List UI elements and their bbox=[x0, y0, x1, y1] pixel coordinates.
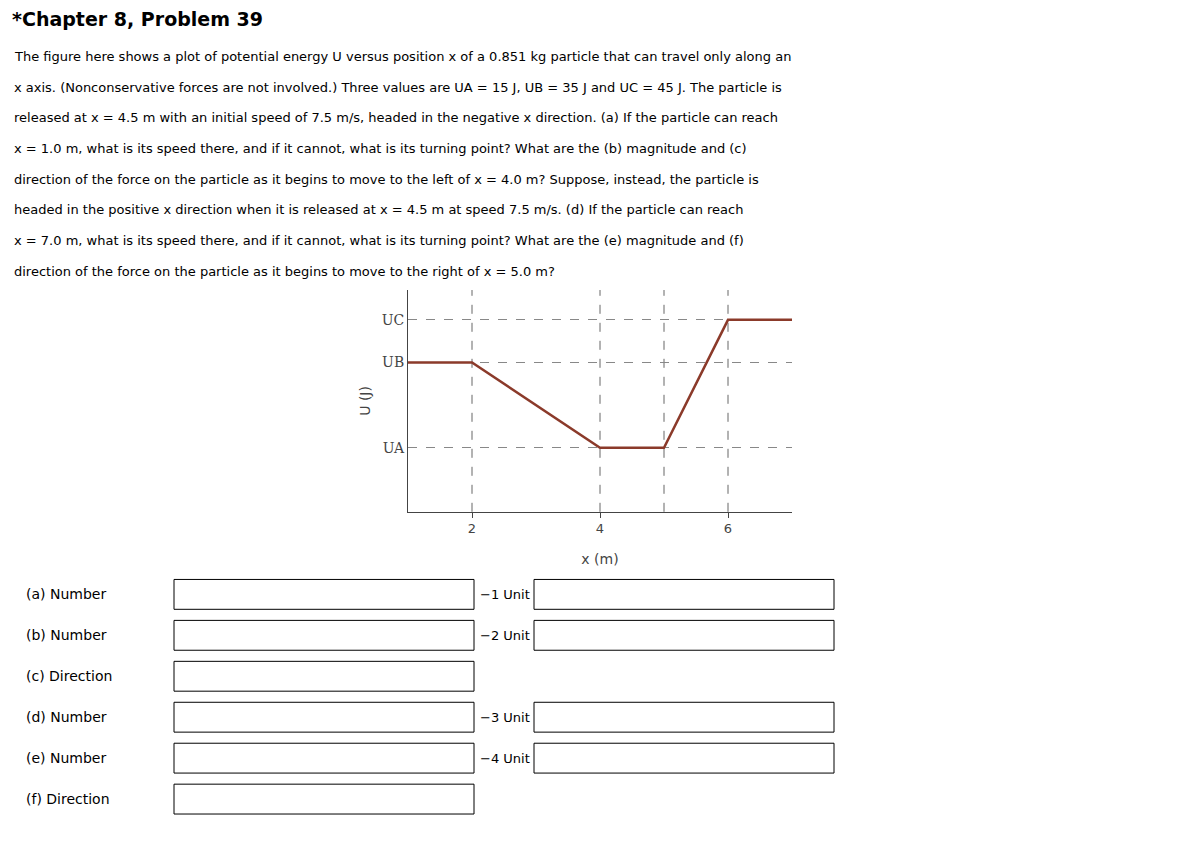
svg-text:UC: UC bbox=[382, 312, 405, 328]
svg-text:x = 7.0 m, what is its speed t: x = 7.0 m, what is its speed there, and … bbox=[14, 233, 744, 248]
svg-text:4: 4 bbox=[596, 521, 604, 536]
svg-text:(a) Number: (a) Number bbox=[26, 586, 106, 602]
svg-text:−3 Unit: −3 Unit bbox=[480, 710, 530, 725]
svg-text:(e) Number: (e) Number bbox=[26, 750, 106, 766]
svg-text:*Chapter 8, Problem 39: *Chapter 8, Problem 39 bbox=[12, 8, 263, 30]
svg-text:−2 Unit: −2 Unit bbox=[480, 628, 530, 643]
svg-text:−1 Unit: −1 Unit bbox=[480, 587, 530, 602]
svg-text:(f) Direction: (f) Direction bbox=[26, 791, 110, 807]
svg-text:(d) Number: (d) Number bbox=[26, 709, 107, 725]
svg-text:(c) Direction: (c) Direction bbox=[26, 668, 112, 684]
svg-text:headed in the positive x direc: headed in the positive x direction when … bbox=[14, 202, 743, 217]
svg-text:U (J): U (J) bbox=[357, 386, 373, 416]
svg-text:x = 1.0 m, what is its speed t: x = 1.0 m, what is its speed there, and … bbox=[14, 141, 747, 156]
svg-text:x axis. (Nonconservative force: x axis. (Nonconservative forces are not … bbox=[14, 80, 782, 95]
svg-text:released at x = 4.5 m with an: released at x = 4.5 m with an initial sp… bbox=[14, 110, 778, 125]
svg-text:direction of the force on the: direction of the force on the particle a… bbox=[14, 172, 759, 187]
svg-text:6: 6 bbox=[724, 521, 732, 536]
svg-text:x (m): x (m) bbox=[581, 551, 618, 567]
svg-text:direction of the force on the: direction of the force on the particle a… bbox=[14, 264, 555, 279]
svg-text:The figure here shows a plot o: The figure here shows a plot of potentia… bbox=[14, 49, 791, 64]
svg-text:(b) Number: (b) Number bbox=[26, 627, 107, 643]
svg-text:2: 2 bbox=[468, 521, 476, 536]
svg-text:UA: UA bbox=[383, 440, 405, 456]
svg-text:UB: UB bbox=[382, 354, 404, 370]
svg-text:−4 Unit: −4 Unit bbox=[480, 751, 530, 766]
